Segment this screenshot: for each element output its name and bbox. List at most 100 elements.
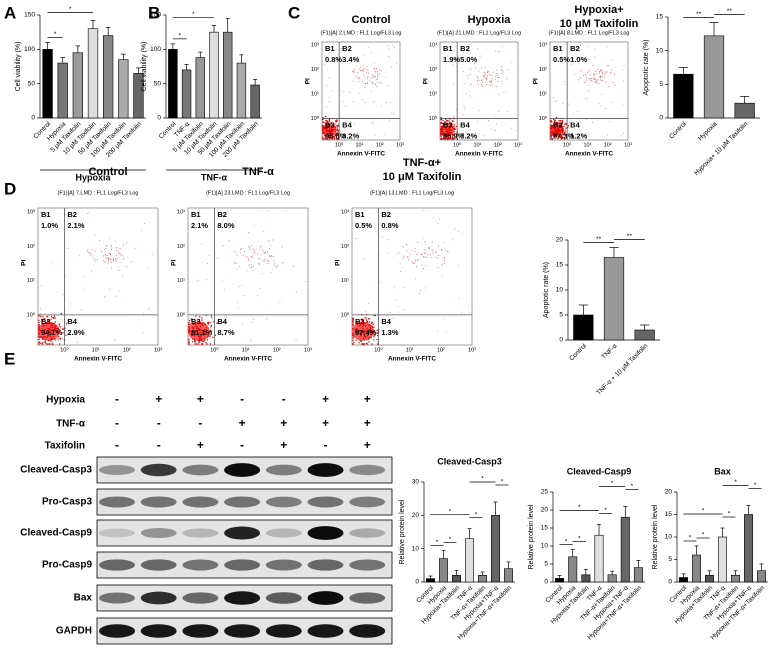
event-dot — [480, 67, 482, 69]
event-dot — [589, 74, 591, 76]
event-dot — [265, 318, 267, 320]
quadrant-value: 3.4% — [342, 55, 359, 64]
event-dot — [38, 335, 40, 338]
event-dot — [597, 79, 599, 81]
event-dot — [451, 136, 453, 138]
event-dot — [201, 332, 203, 334]
event-dot — [241, 322, 243, 324]
event-dot — [336, 138, 338, 140]
panel-label: A — [4, 3, 16, 22]
event-dot — [267, 263, 269, 265]
protein-label: GAPDH — [56, 626, 92, 637]
event-dot — [333, 138, 336, 140]
bar — [607, 574, 617, 583]
event-dot — [334, 131, 337, 133]
event-dot — [44, 339, 47, 341]
event-dot — [562, 102, 564, 104]
event-dot — [191, 338, 194, 340]
event-dot — [190, 318, 192, 320]
event-dot — [599, 70, 601, 72]
event-dot — [65, 323, 68, 325]
flow-y-tick: 10² — [177, 244, 185, 250]
event-dot — [269, 256, 271, 258]
event-dot — [572, 47, 574, 49]
event-dot — [38, 329, 40, 332]
event-dot — [38, 338, 40, 341]
event-dot — [99, 240, 101, 242]
event-dot — [256, 295, 258, 297]
bar — [718, 536, 727, 583]
event-dot — [443, 257, 445, 259]
flow-y-tick: 10³ — [311, 42, 319, 48]
event-dot — [555, 124, 557, 126]
quadrant-value: 8.7% — [217, 328, 234, 337]
event-dot — [141, 230, 143, 232]
event-dot — [360, 66, 362, 68]
event-dot — [42, 338, 44, 340]
event-dot — [251, 264, 253, 266]
event-dot — [579, 69, 581, 71]
event-dot — [198, 341, 200, 344]
event-dot — [41, 318, 43, 321]
event-dot — [279, 301, 281, 303]
event-dot — [336, 128, 339, 130]
event-dot — [561, 135, 563, 138]
event-dot — [365, 83, 367, 85]
event-dot — [403, 257, 405, 259]
event-dot — [388, 48, 390, 50]
blot-band — [140, 527, 177, 539]
event-dot — [374, 332, 377, 334]
y-tick-label: 20 — [665, 489, 673, 496]
event-dot — [106, 254, 108, 256]
event-dot — [269, 248, 271, 250]
event-dot — [489, 84, 491, 86]
event-dot — [424, 241, 426, 243]
event-dot — [110, 257, 112, 259]
event-dot — [490, 79, 492, 81]
event-dot — [254, 252, 256, 254]
y-tick-label: 0 — [157, 115, 161, 122]
flow-y-tick: 10⁰ — [341, 311, 350, 318]
event-dot — [476, 80, 478, 82]
event-dot — [195, 315, 197, 317]
y-tick-label: 20 — [556, 237, 564, 244]
event-dot — [54, 328, 56, 330]
event-dot — [250, 340, 252, 342]
event-dot — [334, 120, 337, 122]
event-dot — [329, 131, 332, 133]
event-dot — [328, 129, 330, 132]
event-dot — [463, 71, 465, 72]
treatment-mark: + — [280, 416, 287, 430]
event-dot — [324, 138, 327, 140]
event-dot — [364, 83, 366, 85]
event-dot — [366, 321, 369, 323]
y-tick-label: 10 — [412, 545, 420, 552]
flow-y-tick: 10² — [429, 67, 437, 73]
event-dot — [268, 210, 270, 212]
flow-x-label: Annexin V-FITC — [224, 356, 272, 363]
event-dot — [118, 252, 120, 254]
flow-y-tick: 10⁰ — [429, 115, 438, 122]
panel-label: C — [288, 3, 300, 22]
event-dot — [598, 72, 600, 74]
bar — [72, 52, 84, 119]
event-dot — [197, 329, 200, 331]
event-dot — [445, 135, 447, 138]
event-dot — [477, 78, 479, 80]
x-tick-label: Control — [568, 342, 588, 362]
event-dot — [551, 130, 554, 132]
event-dot — [622, 103, 624, 105]
quadrant-value: 94.1% — [41, 328, 63, 337]
event-dot — [355, 321, 357, 323]
treatment-mark: + — [155, 392, 162, 406]
event-dot — [554, 134, 556, 137]
event-dot — [107, 262, 109, 264]
event-dot — [477, 121, 479, 123]
event-dot — [494, 129, 496, 131]
event-dot — [368, 321, 371, 323]
event-dot — [51, 261, 53, 263]
event-dot — [449, 134, 452, 136]
significance-label: * — [754, 482, 757, 489]
event-dot — [554, 125, 556, 128]
event-dot — [52, 343, 54, 345]
